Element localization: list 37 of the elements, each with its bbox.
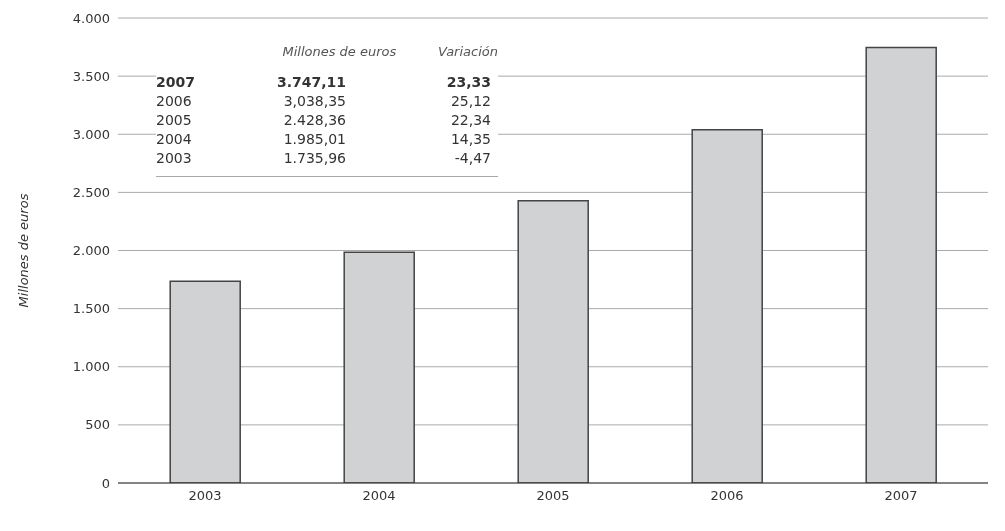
y-tick-label: 500 (85, 417, 110, 433)
annotation: 3,038,35 (282, 92, 346, 111)
annotation: 22,34 (449, 111, 491, 130)
x-tick-label: 2005 (536, 488, 570, 504)
annotation: 3.747,11 (275, 73, 346, 92)
annotation: 2005 (156, 111, 193, 130)
bar (517, 199, 589, 483)
annotation: 14,35 (449, 130, 491, 149)
bar (343, 251, 415, 483)
annotation: 2.428,36 (282, 111, 346, 130)
annotation: -4,47 (453, 149, 491, 168)
y-tick-label: 3.500 (72, 68, 110, 84)
annotation: 23,33 (445, 73, 491, 92)
x-tick-label: 2003 (188, 488, 222, 504)
y-tick-label: 1.500 (72, 301, 110, 317)
annotation: 1.985,01 (282, 130, 346, 149)
y-tick-label: 3.000 (72, 126, 110, 142)
x-tick-label: 2004 (362, 488, 396, 504)
bar (865, 46, 937, 483)
y-tick-label: 4.000 (72, 10, 110, 26)
annotation: Variación (437, 44, 498, 59)
bar (169, 280, 241, 483)
y-axis-title: Millones de euros (15, 193, 31, 308)
x-tick-label: 2007 (884, 488, 918, 504)
y-tick-label: 2.500 (72, 184, 110, 200)
annotation: 2006 (156, 92, 193, 111)
annotation: 2004 (156, 130, 193, 149)
y-tick-label: 1.000 (72, 359, 110, 375)
annotation: Millones de euros (281, 44, 398, 59)
x-tick-label: 2006 (710, 488, 744, 504)
annotation: 2003 (156, 149, 193, 168)
annotation: 1.735,96 (282, 149, 346, 168)
y-tick-label: 0 (101, 475, 110, 491)
bar (691, 129, 763, 483)
y-tick-label: 2.000 (72, 243, 110, 259)
annotation: 2007 (156, 73, 196, 92)
annotation: 25,12 (449, 92, 491, 111)
